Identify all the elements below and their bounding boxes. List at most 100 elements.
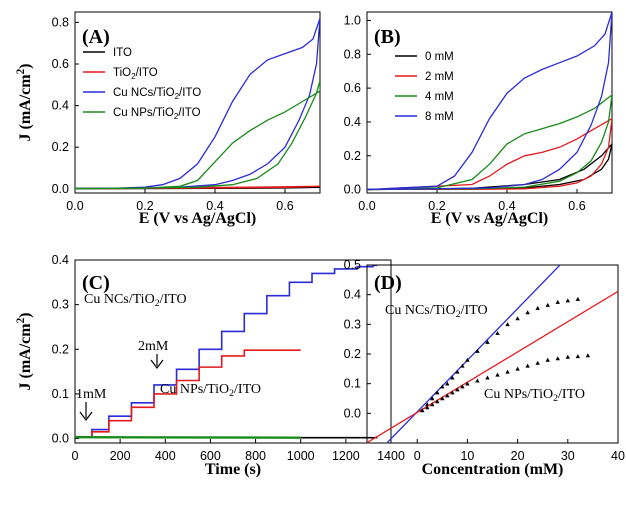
panel-c-frame xyxy=(74,259,392,444)
panel-d-point xyxy=(460,363,465,368)
panel-b-series-line xyxy=(367,94,612,191)
panel-a-y-tick-label: 0.6 xyxy=(52,57,69,71)
panel-d-x-axis-label: Concentration (mM) xyxy=(422,461,564,478)
panel-d-y-tick-label: 0.4 xyxy=(344,288,361,302)
panel-d-point xyxy=(465,381,470,386)
panel-d-y-tick-label: 0.5 xyxy=(344,258,361,272)
panel-d-x-tick-label: 30 xyxy=(561,449,575,463)
panel-a-legend-label: Cu NPs/TiO2/ITO xyxy=(113,107,201,121)
panel-c-x-tick-label: 200 xyxy=(110,449,131,463)
panel-b-x-tick-label: 0.0 xyxy=(358,199,375,213)
panel-d-point xyxy=(475,348,480,353)
panel-c-annotation: 2mM xyxy=(138,339,169,354)
panel-d-point xyxy=(515,316,520,321)
panel-d-point xyxy=(575,296,581,301)
panel-d-point xyxy=(495,372,500,377)
panel-d-point xyxy=(575,354,581,359)
panel-a-y-tick-label: 0.4 xyxy=(52,99,69,113)
panel-d-point xyxy=(505,322,510,327)
panel-d-point xyxy=(440,384,445,389)
panel-d-x-tick-label: 20 xyxy=(511,449,525,463)
panel-a-x-tick-label: 0.4 xyxy=(206,199,223,213)
panel-d-point xyxy=(505,369,510,374)
panel-d-frame xyxy=(366,264,619,444)
panel-a-legend-label: Cu NCs/TiO2/ITO xyxy=(113,87,201,101)
panel-b-y-tick-label: 1.0 xyxy=(344,13,361,27)
panel-d-point xyxy=(495,331,500,336)
panel-c-x-tick-label: 1400 xyxy=(377,449,405,463)
panel-a-x-tick-label: 0.2 xyxy=(136,199,153,213)
panel-d-x-tick-label: 10 xyxy=(460,449,474,463)
panel-d-point xyxy=(525,310,530,315)
panel-d-point xyxy=(455,387,460,392)
panel-b-legend-label: 2 mM xyxy=(425,71,454,83)
panel-c-x-tick-label: 400 xyxy=(155,449,176,463)
panel-c-x-tick-label: 1200 xyxy=(332,449,360,463)
panel-b-series-line xyxy=(367,12,612,191)
panel-b-series-line xyxy=(367,117,612,191)
panel-d-point xyxy=(435,390,440,395)
panel-d-point xyxy=(475,378,480,383)
panel-b-y-tick-label: 0.8 xyxy=(344,47,361,61)
panel-b-x-tick-label: 0.4 xyxy=(498,199,515,213)
panel-b-legend-label: 0 mM xyxy=(425,51,454,63)
panel-d-point xyxy=(445,393,450,398)
panel-b: 0.0 0.2 0.4 0.6 0.0 0.2 0.4 0.6 0.8 1.0 (B) E (V vs… xyxy=(344,11,613,227)
panel-d-label: (D) xyxy=(374,272,402,294)
panel-c-label: (C) xyxy=(82,272,110,294)
panel-b-series-line xyxy=(367,143,612,191)
panel-d-point xyxy=(555,299,560,304)
panel-d-point xyxy=(555,356,560,361)
panel-a-x-tick-label: 0.6 xyxy=(276,199,293,213)
panel-a-x-tick-label: 0.0 xyxy=(66,199,83,213)
panel-b-x-tick-label: 0.2 xyxy=(428,199,445,213)
panel-c-data xyxy=(75,264,378,439)
panel-a-legend-label: ITO xyxy=(113,47,132,59)
panel-c-x-tick-label: 1000 xyxy=(287,449,315,463)
panel-d-point xyxy=(440,396,445,401)
panel-c-y-axis-label: J (mA/cm2) xyxy=(15,312,34,390)
panel-c-series-line xyxy=(75,349,301,438)
panel-d-x-tick-label: 0 xyxy=(414,449,421,463)
panel-c-annotation: 1mM xyxy=(76,387,107,402)
panel-a-label: (A) xyxy=(82,26,110,48)
panel-b-y-tick-label: 0.4 xyxy=(344,115,361,129)
panel-c-arrow xyxy=(150,359,164,369)
panel-d-point xyxy=(450,390,455,395)
panel-d-fit-line xyxy=(367,290,618,443)
panel-d-point xyxy=(450,375,455,380)
panel-d-point xyxy=(535,305,540,310)
panel-a-legend-label: TiO2/ITO xyxy=(113,67,158,81)
panel-b-data xyxy=(367,12,612,191)
panel-c-x-tick-label: 800 xyxy=(245,449,266,463)
panel-d-x-tick-label: 40 xyxy=(611,449,625,463)
panel-d-point xyxy=(545,357,550,362)
panel-c-arrow xyxy=(79,411,93,421)
panel-d: 0 10 20 30 40 0.0 0.1 0.2 0.3 0.4 0.5 (D) Concentrat… xyxy=(344,258,625,478)
panel-a-x-axis-label: E (V vs Ag/AgCl) xyxy=(139,210,257,227)
panel-b-legend-label: 4 mM xyxy=(425,91,454,103)
panel-d-point xyxy=(545,302,550,307)
panel-d-point xyxy=(485,375,490,380)
panel-c: 0 200 400 600 800 1000 1200 1400 0.0 0.1 0.2 0.3 0.4… xyxy=(15,253,405,478)
panel-b-x-tick-label: 0.6 xyxy=(568,199,585,213)
panel-d-point xyxy=(565,354,570,359)
panel-b-y-tick-label: 0.0 xyxy=(344,183,361,197)
panel-a-series-line xyxy=(75,80,320,190)
panel-d-point xyxy=(460,384,465,389)
panel-a-data xyxy=(75,17,320,190)
panel-d-point xyxy=(565,298,570,303)
panel-c-annotation: Cu NCs/TiO2/ITO xyxy=(84,292,187,309)
panel-d-point xyxy=(430,396,435,401)
panel-d-data xyxy=(367,265,618,443)
panel-c-x-tick-label: 600 xyxy=(200,449,221,463)
panel-c-x-axis-label: Time (s) xyxy=(205,461,261,478)
panel-d-point xyxy=(485,339,490,344)
panel-b-y-tick-label: 0.6 xyxy=(344,81,361,95)
panel-c-x-tick-label: 0 xyxy=(72,449,79,463)
panel-a-y-tick-label: 0.2 xyxy=(52,140,69,154)
panel-d-point xyxy=(425,405,430,410)
panel-c-y-tick-label: 0.1 xyxy=(52,387,69,401)
panel-d-fit-line xyxy=(386,265,561,443)
panel-c-y-tick-label: 0.4 xyxy=(52,253,69,267)
